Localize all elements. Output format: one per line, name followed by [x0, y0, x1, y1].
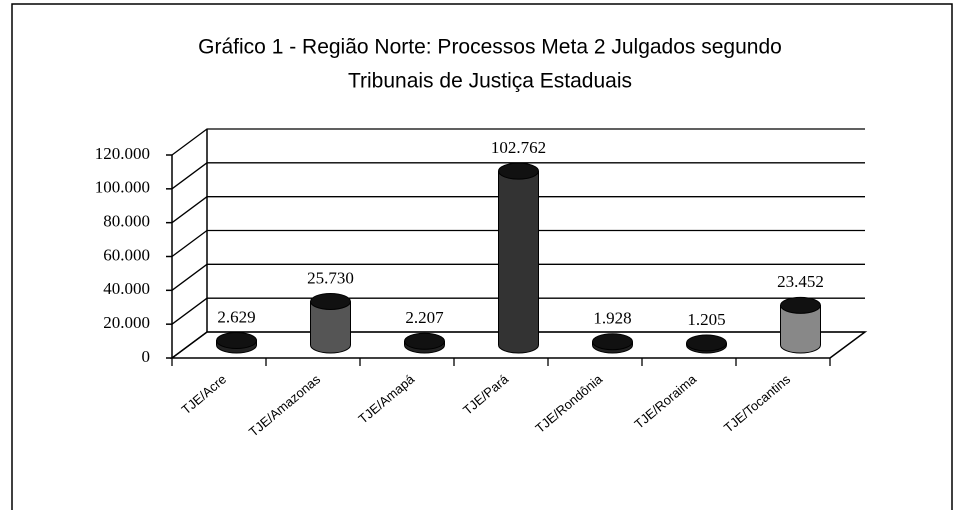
cylinder-top: [592, 333, 633, 351]
cylinder-body: [498, 171, 539, 345]
y-tick-label: 80.000: [103, 212, 150, 231]
grid-line: [171, 297, 865, 325]
grid-line: [171, 263, 865, 291]
y-tick-label: 60.000: [103, 245, 150, 264]
grid-line: [171, 128, 865, 156]
grid-line: [171, 331, 865, 359]
chart-subtitle: Tribunais de Justiça Estaduais: [348, 70, 632, 93]
cylinder-top: [216, 332, 257, 350]
y-tick-label: 0: [142, 347, 151, 366]
grid-line: [171, 196, 865, 224]
cylinder-top: [686, 334, 727, 352]
cylinder-top: [404, 332, 445, 350]
y-tick-label: 20.000: [103, 313, 150, 332]
cylinder: [686, 334, 727, 354]
value-label: 2.207: [405, 308, 444, 327]
cylinder-top: [310, 292, 351, 310]
y-tick-label: 100.000: [95, 178, 150, 197]
cylinder-top: [780, 296, 821, 314]
cylinder: [310, 292, 351, 354]
grid-line: [171, 229, 865, 258]
value-label: 25.730: [307, 268, 354, 287]
cylinder-top: [498, 162, 539, 180]
grid-line: [171, 162, 865, 190]
frame: [11, 3, 953, 510]
cylinder: [592, 333, 633, 354]
value-label: 1.205: [687, 310, 725, 329]
cylinder: [404, 332, 445, 354]
cylinder: [216, 332, 257, 354]
value-label: 102.762: [491, 138, 546, 157]
cylinder: [780, 296, 821, 354]
chart-title: Gráfico 1 - Região Norte: Processos Meta…: [198, 36, 782, 59]
value-label: 1.928: [593, 309, 631, 328]
y-tick-label: 40.000: [103, 279, 150, 298]
cylinder: [498, 162, 539, 354]
value-label: 2.629: [217, 307, 255, 326]
y-tick-label: 120.000: [95, 144, 150, 163]
value-label: 23.452: [777, 272, 824, 291]
